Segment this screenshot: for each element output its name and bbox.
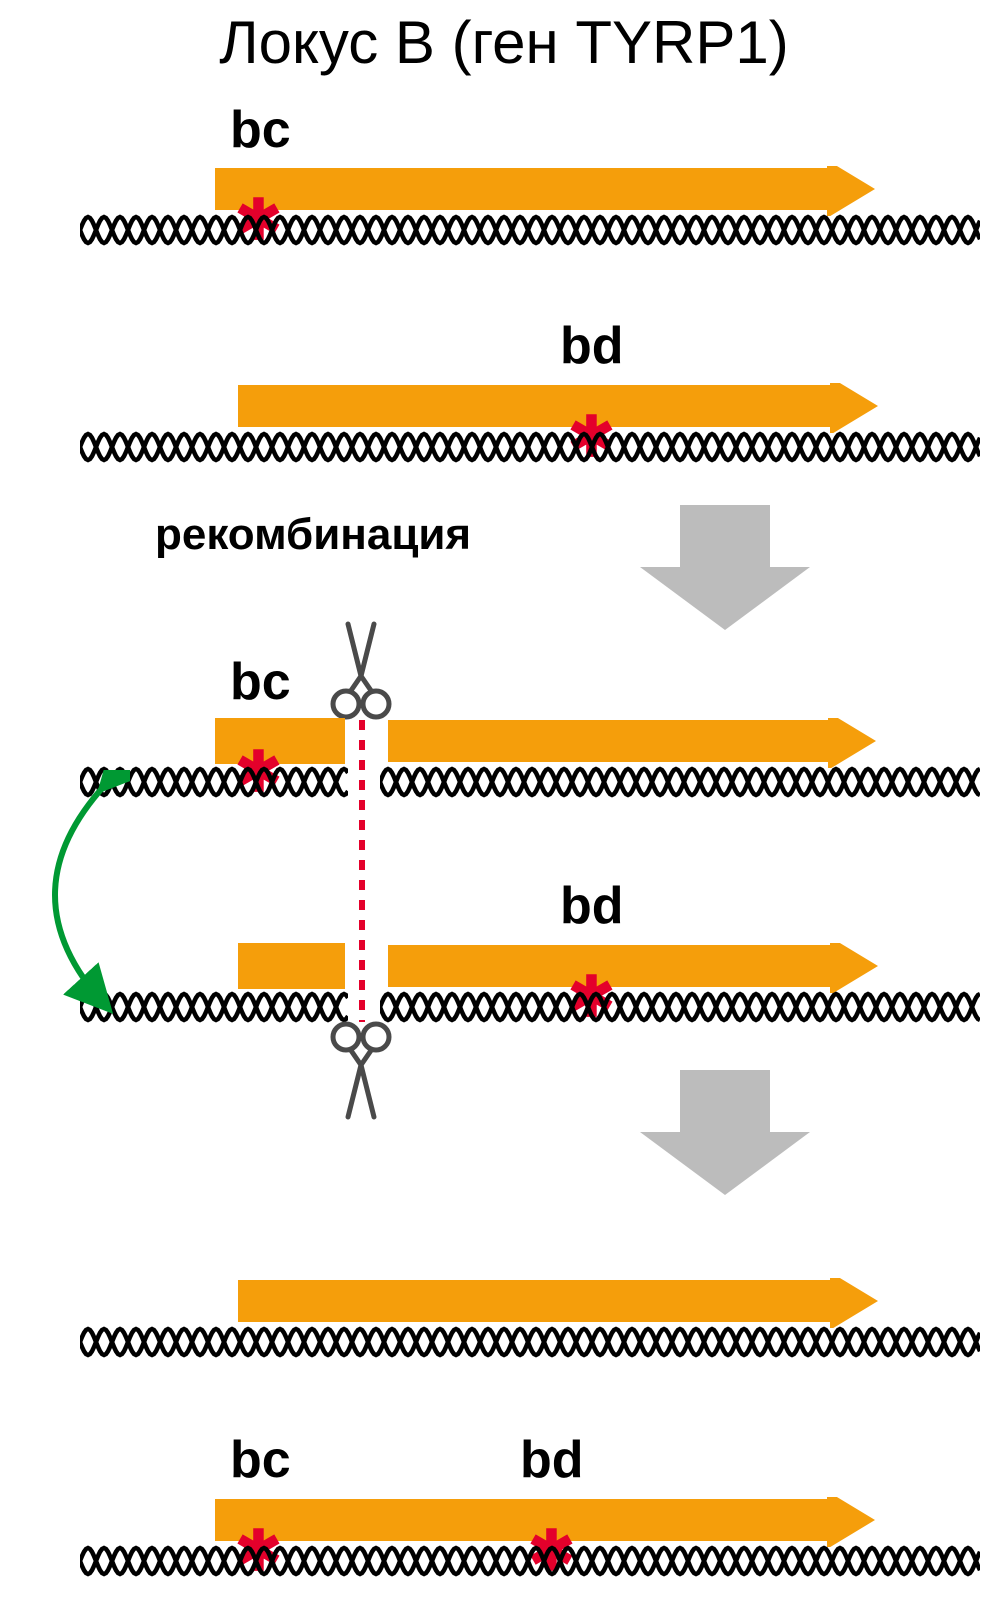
gene-shape: [215, 166, 875, 216]
gene-arrow-2: [238, 383, 878, 433]
dna-strand-4b: [380, 989, 980, 1025]
dna-strand-1: [80, 212, 980, 248]
dna-helix-5: [80, 1324, 980, 1360]
down-arrow-1: [640, 505, 810, 630]
gene-arrow-3b: [388, 718, 876, 768]
label-bd-1: bd: [560, 316, 624, 376]
dna-strand-2: [80, 429, 980, 465]
gene-shape: [238, 383, 878, 433]
label-bc-1: bc: [230, 100, 291, 160]
gene-arrow-5: [238, 1278, 878, 1328]
dna-helix-6: [80, 1543, 980, 1579]
dna-helix-3b: [380, 764, 980, 800]
gene-arrow-1: [215, 166, 875, 216]
down-arrow-2: [640, 1070, 810, 1195]
scissors-icon-bottom: [326, 1017, 396, 1122]
scissors-icon-top: [326, 620, 396, 725]
gene-shape: [238, 1278, 878, 1328]
label-bc-3: bc: [230, 1430, 291, 1490]
dna-strand-6: [80, 1543, 980, 1579]
gene-arrow-4b: [388, 943, 878, 993]
dna-helix-2: [80, 429, 980, 465]
dna-strand-5: [80, 1324, 980, 1360]
dna-strand-3b: [380, 764, 980, 800]
label-bd-3: bd: [520, 1430, 584, 1490]
label-bd-2: bd: [560, 876, 624, 936]
label-bc-2: bc: [230, 652, 291, 712]
diagram-title: Локус B (ген TYRP1): [0, 8, 1008, 77]
recombination-label: рекомбинация: [155, 510, 471, 560]
cut-dashed-line: [358, 720, 366, 1022]
gene-shape: [388, 718, 876, 768]
exchange-arrows: [0, 770, 130, 1020]
dna-helix-4b: [380, 989, 980, 1025]
gene-shape: [388, 943, 878, 993]
dna-helix-1: [80, 212, 980, 248]
gene-arrow-4a: [238, 943, 345, 989]
